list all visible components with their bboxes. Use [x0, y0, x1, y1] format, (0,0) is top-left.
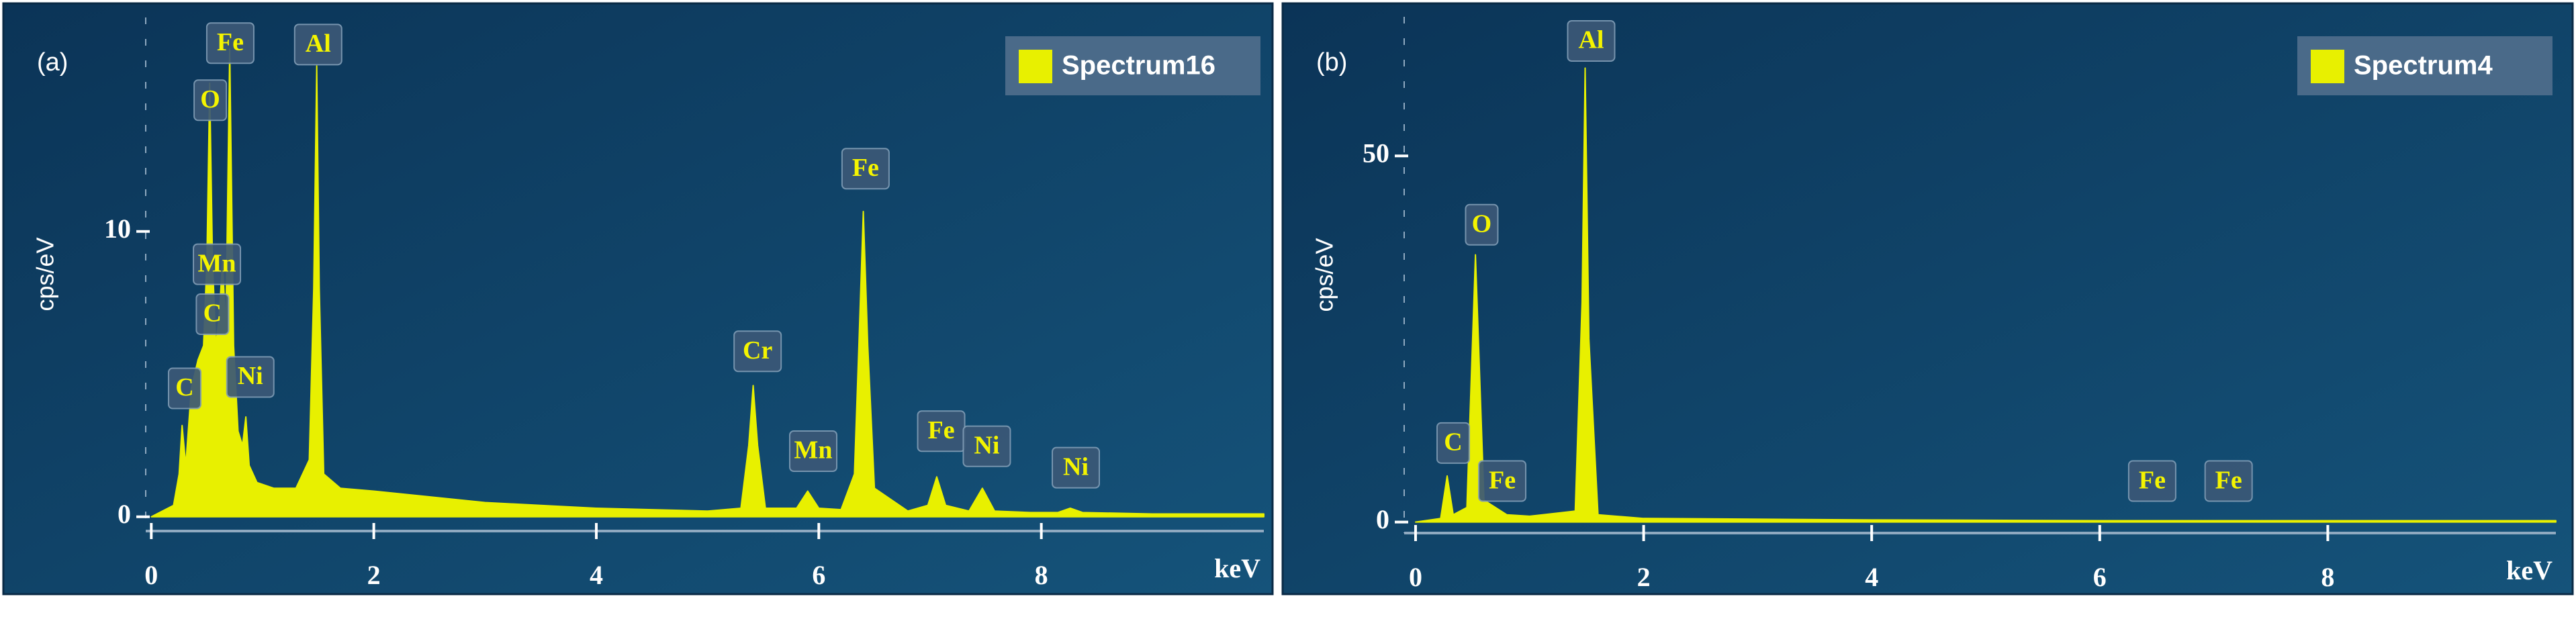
annotation-box: [1436, 422, 1471, 464]
annotation: Fe: [928, 416, 955, 444]
annotation: Mn: [198, 249, 236, 277]
annotation-box: [1478, 460, 1527, 502]
annotation: C: [203, 299, 222, 328]
annotation: O: [1472, 210, 1492, 238]
panel: 0 2 4 6 8 0 50 keV cps/eV (b) C O Fe Al Fe Fe Spectrum4: [1281, 2, 2574, 595]
annotation-box: [193, 243, 242, 285]
annotation-box: [789, 430, 838, 472]
legend-swatch: [2311, 50, 2344, 83]
annotation: Al: [1578, 26, 1604, 54]
annotation-box: [205, 22, 255, 64]
x-tick-label: 6: [812, 560, 825, 590]
annotation-box: [2204, 460, 2253, 502]
annotation: Fe: [1489, 466, 1516, 494]
y-tick-label: 10: [104, 213, 131, 244]
x-tick-label: 4: [590, 560, 603, 590]
annotation: Fe: [852, 154, 879, 182]
annotation-box: [1052, 446, 1101, 489]
annotation-box: [841, 148, 890, 190]
annotation-box: [195, 293, 230, 335]
y-tick-label: 0: [1376, 504, 1389, 534]
x-tick-label: 4: [1865, 562, 1878, 592]
y-tick-label: 0: [118, 499, 131, 529]
annotation: O: [200, 85, 220, 113]
annotation-box: [226, 356, 275, 398]
x-tick-label: 8: [2321, 562, 2334, 592]
annotation: Fe: [2139, 466, 2166, 494]
panel-label: (b): [1316, 48, 1347, 77]
annotation-box: [2127, 460, 2176, 502]
annotation-box: [167, 367, 201, 410]
panel: 0 2 4 6 8 0 10 keV cps/eV (a) C O Fe Mn C Ni Al Cr Mn Fe Fe N…: [2, 2, 1274, 595]
legend-label: Spectrum16: [1062, 51, 1215, 81]
x-axis-title: keV: [2506, 555, 2552, 585]
y-axis-title: cps/eV: [32, 237, 59, 311]
annotation: Al: [306, 30, 331, 58]
annotation: Ni: [1063, 452, 1089, 481]
legend-label: Spectrum4: [2354, 51, 2493, 81]
legend-swatch: [1019, 50, 1052, 83]
annotation: C: [1444, 428, 1462, 457]
annotation: C: [175, 373, 193, 401]
annotation: Fe: [2215, 466, 2242, 494]
x-tick-label: 0: [144, 560, 158, 590]
x-tick-label: 0: [1409, 562, 1422, 592]
annotation: Mn: [794, 436, 833, 465]
x-axis-title: keV: [1214, 553, 1260, 583]
annotation-box: [1465, 203, 1499, 246]
annotation-box: [1567, 19, 1616, 62]
annotation: Fe: [217, 28, 244, 56]
panel-label: (a): [37, 48, 68, 77]
annotation-box: [962, 425, 1011, 467]
spectrum-area: [1414, 67, 2557, 523]
x-tick-label: 6: [2093, 562, 2107, 592]
y-axis-title: cps/eV: [1311, 238, 1338, 312]
annotation: Cr: [743, 336, 772, 365]
annotation: Ni: [974, 431, 999, 459]
x-tick-label: 2: [1637, 562, 1651, 592]
y-tick-label: 50: [1363, 138, 1389, 168]
annotation-box: [733, 330, 782, 373]
annotation-box: [293, 23, 342, 66]
annotation: Ni: [238, 362, 263, 390]
annotation-box: [193, 79, 228, 122]
x-tick-label: 8: [1035, 560, 1048, 590]
x-tick-label: 2: [367, 560, 381, 590]
